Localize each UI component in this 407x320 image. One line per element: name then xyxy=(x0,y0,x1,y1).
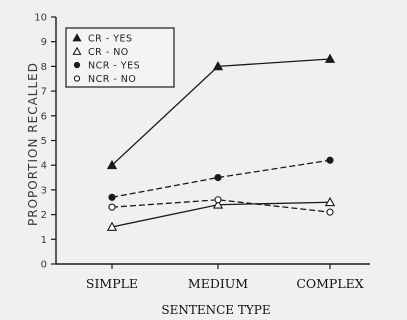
data-point xyxy=(106,221,118,231)
data-point xyxy=(214,196,222,204)
legend-label: NCR - NO xyxy=(88,74,136,85)
data-point xyxy=(326,156,334,164)
x-tick-label: MEDIUM xyxy=(188,276,248,291)
data-point xyxy=(324,196,336,207)
y-axis-title: PROPORTION RECALLED xyxy=(26,62,40,226)
y-tick-label: 2 xyxy=(41,210,47,221)
y-tick-label: 4 xyxy=(41,161,47,172)
y-tick-label: 10 xyxy=(34,13,47,24)
y-tick-label: 5 xyxy=(41,136,47,147)
x-tick-label: SIMPLE xyxy=(86,276,138,291)
y-tick-label: 7 xyxy=(41,87,47,98)
y-tick-label: 6 xyxy=(41,111,47,122)
legend-marker xyxy=(72,33,82,42)
legend-marker xyxy=(72,46,82,55)
data-point xyxy=(108,193,116,201)
legend-marker xyxy=(73,61,81,69)
legend-label: CR - YES xyxy=(88,34,133,45)
series-line xyxy=(111,199,331,213)
y-tick-label: 9 xyxy=(41,37,47,48)
y-tick-label: 8 xyxy=(41,62,47,73)
data-point xyxy=(212,199,224,209)
y-tick-label: 1 xyxy=(41,235,47,246)
data-point xyxy=(326,208,334,216)
y-tick-label: 3 xyxy=(41,185,47,196)
data-point xyxy=(324,53,336,63)
legend-box xyxy=(65,27,175,88)
legend-label: CR - NO xyxy=(88,47,129,58)
data-point xyxy=(106,159,118,170)
series-line xyxy=(111,159,331,198)
data-point xyxy=(214,173,222,182)
data-point xyxy=(212,61,224,71)
legend-label: NCR - YES xyxy=(88,61,140,72)
y-tick-label: 0 xyxy=(41,260,47,271)
data-point xyxy=(108,203,116,211)
legend-marker xyxy=(73,75,81,82)
x-tick-label: COMPLEX xyxy=(296,276,363,291)
x-axis-title: SENTENCE TYPE xyxy=(161,303,270,317)
